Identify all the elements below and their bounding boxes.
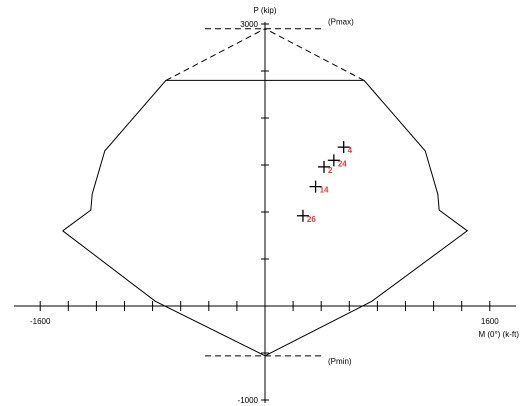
point-label: 26 [307,215,316,224]
x-axis-title: M (0°) (k-ft) [478,330,519,339]
data-point: 26 [296,209,316,224]
point-label: 14 [320,186,329,195]
y-ticks [261,23,269,401]
x-tick-label-min: -1600 [30,317,51,326]
interaction-envelope [62,79,469,357]
cap-line [264,28,365,81]
data-points: 424 2 14 26 [296,141,353,224]
point-label: 24 [338,159,347,168]
cap-line [165,28,266,81]
data-point: 2 [318,160,333,175]
pmin-label: (Pmin) [328,357,352,366]
x-ticks [39,301,491,311]
axes [14,22,516,403]
data-point: 14 [309,180,329,195]
pmax-marker: (Pmax) [205,18,354,30]
data-point: 24 [327,154,347,168]
data-point: 4 [337,141,353,155]
point-label: 2 [328,166,333,175]
y-tick-label-min: -1000 [238,396,259,405]
x-tick-label-max: 1600 [481,317,499,326]
y-axis-title: P (kip) [254,6,277,15]
pmax-label: (Pmax) [328,18,354,27]
pmin-marker: (Pmin) [205,355,352,366]
y-tick-label-max: 3000 [240,20,258,29]
cap-lines [165,28,365,81]
point-label: 4 [348,146,353,155]
